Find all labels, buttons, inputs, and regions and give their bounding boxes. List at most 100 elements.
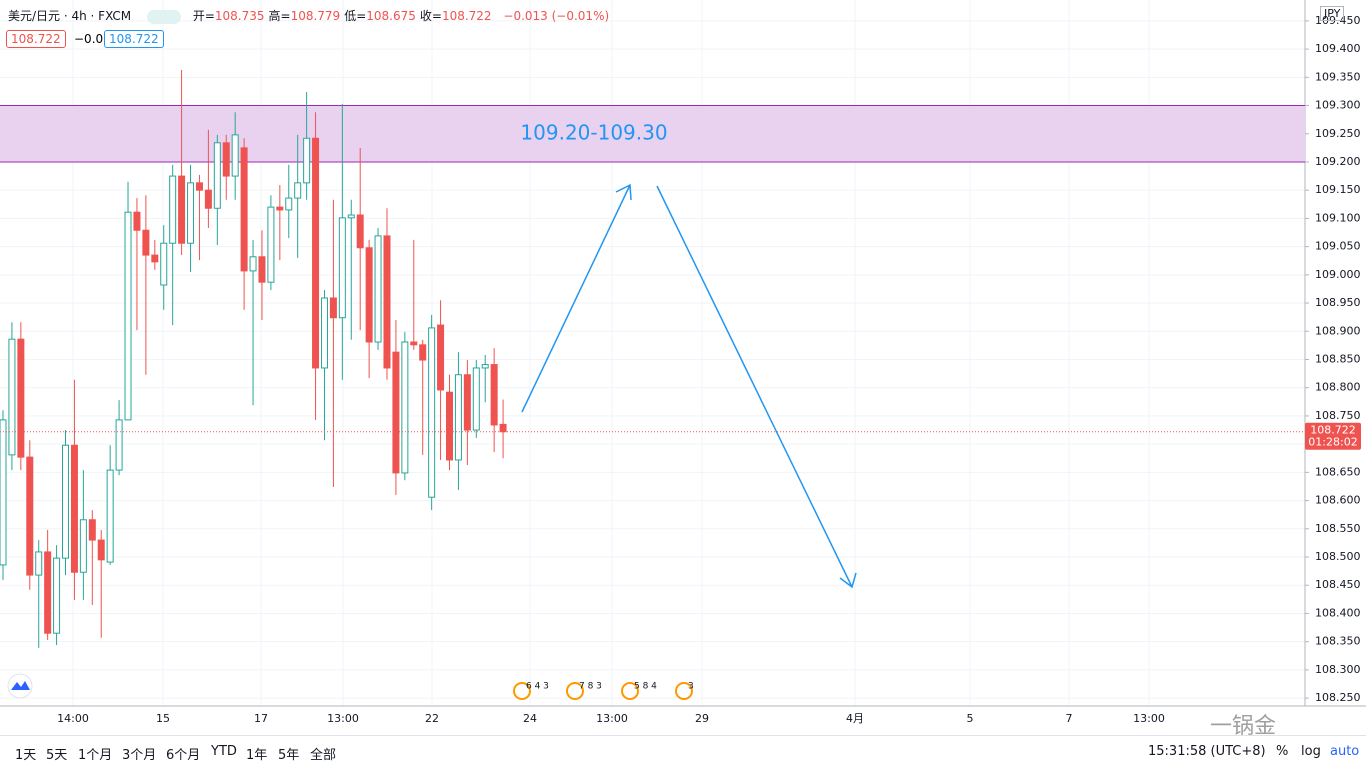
x-tick-label: 5 — [967, 712, 974, 725]
range-button[interactable]: 1个月 — [78, 748, 113, 763]
y-tick-label: 108.850 — [1315, 352, 1361, 365]
candle-body — [258, 256, 266, 283]
toolbar: 15:31:58 (UTC+8) 1天 5天 1个月 3个月 6个月 YTD 1年 5年 全部%… — [0, 735, 1366, 768]
axis-option[interactable]: log — [1301, 744, 1321, 759]
ohlc: 开=108.735 高=108.779 低=108.675 收=108.722 — [193, 9, 496, 23]
y-tick-label: 108.900 — [1315, 324, 1361, 337]
event-count: 5 8 4 — [634, 682, 657, 692]
y-tick-label: 108.600 — [1315, 494, 1361, 507]
candle-body — [187, 182, 195, 244]
currency[interactable]: JPY — [1320, 6, 1345, 21]
axis-option[interactable]: auto — [1330, 744, 1360, 759]
x-tick-label: 24 — [523, 712, 537, 725]
candle-body — [329, 297, 337, 319]
y-tick-label: 108.400 — [1315, 606, 1361, 619]
y-tick-label: 108.450 — [1315, 578, 1361, 591]
y-tick-label: 109.350 — [1315, 70, 1361, 83]
candle-body — [88, 519, 96, 541]
y-tick-label: 109.250 — [1315, 127, 1361, 140]
candle-body — [454, 374, 462, 461]
ask-badge: 108.722 — [104, 30, 164, 48]
ohlc-label: 开= — [192, 9, 215, 23]
event-icon — [675, 682, 693, 700]
candle-body — [285, 197, 293, 211]
candle-body — [267, 206, 275, 283]
y-tick-label: 109.100 — [1315, 211, 1361, 224]
arrows — [521, 183, 857, 589]
range-button[interactable]: 5年 — [278, 748, 300, 763]
status-pill — [146, 9, 181, 24]
candle-body — [499, 423, 507, 433]
x-tick-label: 29 — [695, 712, 709, 725]
candle-body — [124, 211, 132, 421]
candle-body — [481, 364, 489, 369]
candle-body — [231, 134, 239, 177]
ohlc-value: 108.735 — [214, 9, 265, 23]
y-tick-label: 108.350 — [1315, 635, 1361, 648]
x-tick-label: 14:00 — [57, 712, 89, 725]
candle-body — [115, 419, 123, 471]
countdown: 01:28:02 — [1308, 436, 1357, 449]
range-button[interactable]: YTD — [211, 744, 237, 759]
watermark: 一锅金 — [1210, 714, 1277, 739]
range-button[interactable]: 1年 — [246, 748, 268, 763]
spread: −0.0 — [74, 32, 104, 46]
price-label: 108.722 — [1310, 424, 1356, 437]
candle-body — [419, 344, 427, 361]
candle-body — [44, 551, 52, 634]
candle-body — [320, 297, 328, 369]
y-tick-label: 109.050 — [1315, 240, 1361, 253]
y-tick-label: 108.750 — [1315, 409, 1361, 422]
x-tick-label: 22 — [425, 712, 439, 725]
ohlc-label: 高= — [268, 9, 291, 23]
axis-option[interactable]: % — [1276, 744, 1289, 759]
ohlc-label: 低= — [344, 9, 367, 23]
range-button[interactable]: 1天 — [15, 748, 37, 763]
range-button[interactable]: 6个月 — [166, 748, 201, 763]
candle-body — [17, 338, 25, 458]
range-button[interactable]: 5天 — [46, 748, 68, 763]
candle-body — [383, 235, 391, 369]
candle-body — [8, 338, 16, 456]
chart: 108.250 108.300 108.350 108.400 108.450 108.5… — [0, 0, 1366, 735]
y-tick-label: 108.800 — [1315, 381, 1361, 394]
change: −0.013 (−0.01%) — [503, 9, 610, 23]
candle-body — [428, 327, 436, 498]
candle-body — [70, 444, 78, 573]
zone-label: 109.20-109.30 — [520, 120, 667, 144]
event-count: 3 — [688, 682, 694, 692]
candle-body — [276, 206, 284, 211]
ohlc-label: 收= — [419, 9, 442, 23]
price-label-bg — [1305, 422, 1361, 450]
candle-body — [240, 147, 248, 272]
y-tick-label: 108.950 — [1315, 296, 1361, 309]
symbol-title[interactable]: 美元/日元 · 4h · FXCM — [8, 9, 132, 23]
candle-body — [249, 256, 257, 272]
range-button[interactable]: 全部 — [310, 748, 337, 763]
candle-body — [338, 217, 346, 319]
candle-body — [347, 214, 355, 219]
x-tick-label: 7 — [1066, 712, 1073, 725]
y-tick-label: 108.650 — [1315, 465, 1361, 478]
candle-body — [35, 551, 43, 576]
arrow-up — [521, 183, 632, 413]
price-axis-bg — [1305, 0, 1366, 735]
candle-body — [160, 242, 168, 286]
candle-body — [472, 367, 480, 431]
ohlc-value: 108.722 — [441, 9, 492, 23]
candle-body — [365, 247, 373, 343]
range-button[interactable]: 3个月 — [122, 748, 157, 763]
candle-body — [79, 519, 87, 573]
logo-icon — [11, 681, 30, 690]
candle-body — [0, 419, 7, 566]
y-tick-label: 108.250 — [1315, 691, 1361, 704]
x-tick-label: 17 — [254, 712, 268, 725]
candle-body — [213, 142, 221, 209]
candle-body — [410, 341, 418, 346]
y-tick-label: 108.550 — [1315, 522, 1361, 535]
candle-body — [195, 182, 203, 191]
y-tick-label: 108.300 — [1315, 663, 1361, 676]
candle-body — [374, 235, 382, 343]
legend: 美元/日元 · 4h · FXCM 开=108.735 高=108.779 低=10… — [8, 7, 613, 24]
